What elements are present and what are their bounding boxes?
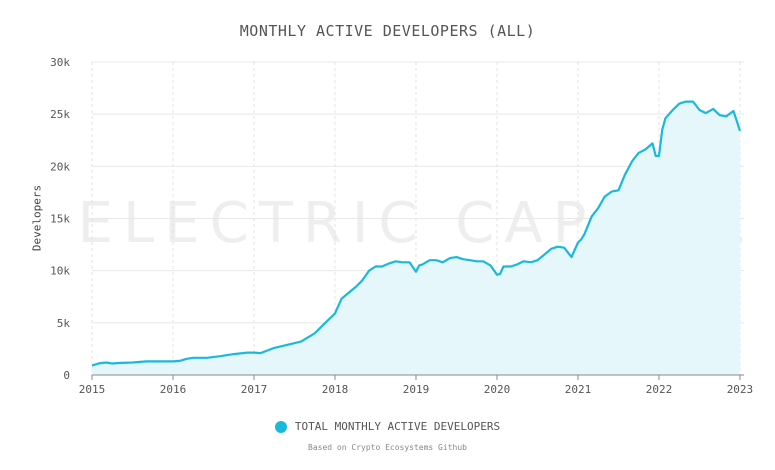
x-tick-label: 2023	[727, 383, 754, 396]
series-line	[91, 100, 742, 367]
y-tick-label: 15k	[50, 213, 70, 226]
line-layer	[91, 100, 742, 367]
chart-title: MONTHLY ACTIVE DEVELOPERS (ALL)	[239, 22, 536, 40]
y-tick-label: 10k	[50, 265, 70, 278]
y-tick-label: 25k	[50, 108, 70, 121]
x-tick-label: 2016	[160, 383, 187, 396]
x-ticks: 2015 2016 2017 2018 2019 2020 2021 2022 2023	[79, 375, 753, 396]
y-tick-label: 0	[63, 369, 70, 382]
series-area	[92, 101, 740, 375]
legend-label: TOTAL MONTHLY ACTIVE DEVELOPERS	[294, 420, 501, 433]
legend-marker-icon	[274, 420, 287, 433]
area-layer	[92, 101, 740, 375]
x-tick-label: 2018	[322, 383, 349, 396]
source-note: Based on Crypto Ecosystems Github	[308, 443, 467, 452]
y-ticks: 0 5k 10k 15k 20k 25k 30k	[50, 56, 70, 382]
x-tick-label: 2022	[646, 383, 673, 396]
legend[interactable]: TOTAL MONTHLY ACTIVE DEVELOPERS	[0, 420, 775, 433]
x-tick-label: 2015	[79, 383, 106, 396]
x-tick-label: 2019	[403, 383, 430, 396]
x-tick-label: 2017	[241, 383, 268, 396]
x-tick-label: 2021	[565, 383, 592, 396]
x-tick-label: 2020	[484, 383, 511, 396]
y-tick-label: 30k	[50, 56, 70, 69]
y-tick-label: 20k	[50, 160, 70, 173]
y-tick-label: 5k	[57, 317, 71, 330]
